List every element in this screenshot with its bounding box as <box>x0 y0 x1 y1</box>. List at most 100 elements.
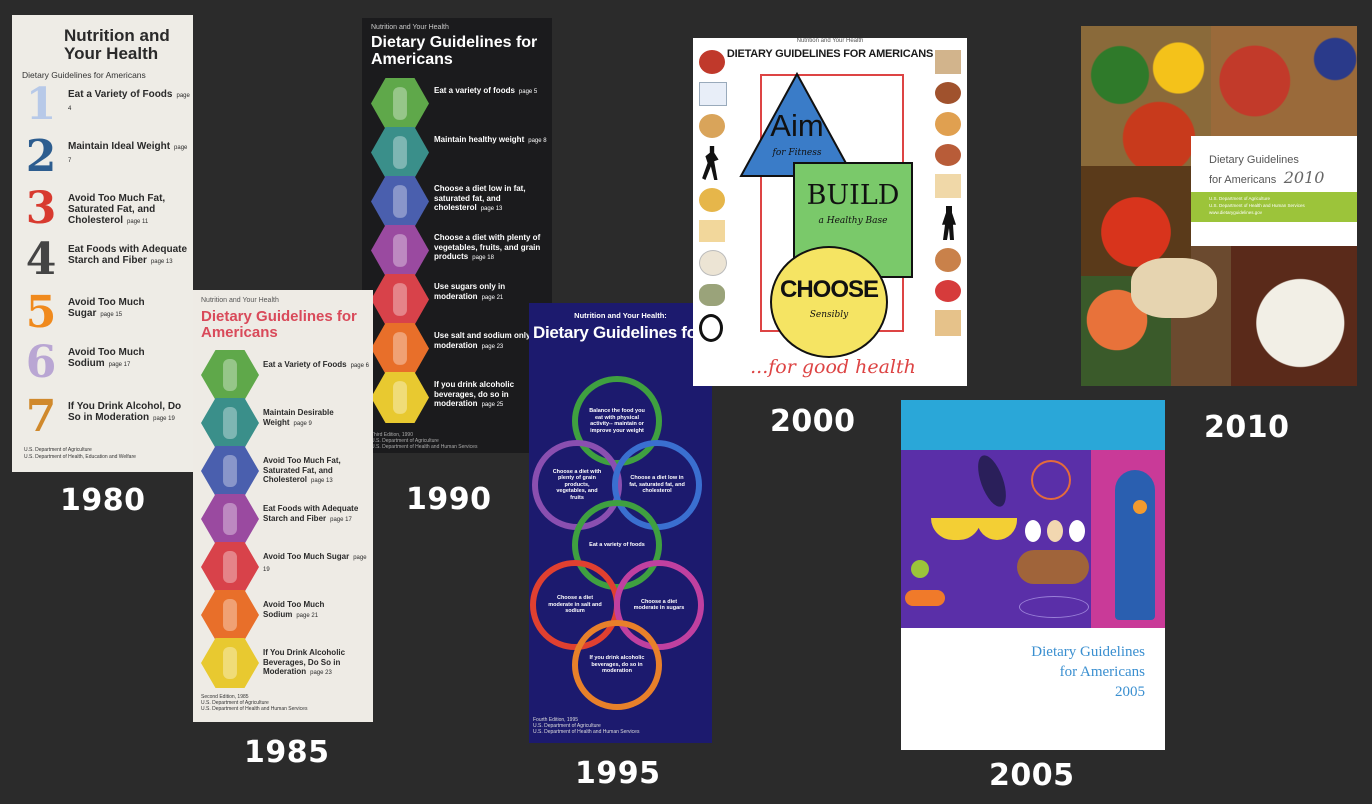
cover-1995: Nutrition and Your Health: Dietary Guide… <box>529 303 712 743</box>
guideline-page: page 19 <box>153 416 175 422</box>
cover-1985: Nutrition and Your Health Dietary Guidel… <box>193 290 373 722</box>
cover-2005-title-line2: for Americans <box>1059 664 1145 680</box>
carrot-icon <box>905 590 945 606</box>
guideline-page: page 8 <box>528 138 547 144</box>
food-icon <box>699 82 727 106</box>
cover-2005-title-line3: 2005 <box>1115 684 1145 700</box>
ring-text: Choose a diet moderate in salt and sodiu… <box>548 595 602 615</box>
guideline-label: Eat a variety of foods <box>434 86 515 95</box>
hexagon-shape <box>371 176 429 227</box>
wheelchair-icon <box>699 314 723 342</box>
guideline-text: If You Drink Alcohol, Do So in Moderatio… <box>68 401 192 425</box>
guideline-text: Use sugars only in moderation page 21 <box>434 282 549 303</box>
hexagon-shape <box>201 446 259 496</box>
cover-1985-footer: Second Edition, 1985 U.S. Department of … <box>201 694 307 712</box>
cover-2010-label-panel: Dietary Guidelines for Americans 2010 U.… <box>1191 136 1357 246</box>
cover-1995-rings: Balance the food you eat with physical a… <box>530 376 704 710</box>
cover-2000-tagline: ...for good health <box>750 356 916 378</box>
guideline-label: Use salt and sodium only in moderation <box>434 331 540 350</box>
cover-1980: Nutrition and Your Health Dietary Guidel… <box>12 15 193 472</box>
food-icon <box>935 280 961 302</box>
cover-2000-title: DIETARY GUIDELINES FOR AMERICANS <box>726 48 934 60</box>
cover-1985-footer-line2: U.S. Department of Agriculture <box>201 700 269 706</box>
hexagon-inner <box>223 359 237 391</box>
guideline-number: 5 <box>25 287 57 338</box>
hexagon-inner <box>223 407 237 439</box>
food-photo-strip-left <box>697 44 731 384</box>
cover-1985-footer-line3: U.S. Department of Health and Human Serv… <box>201 706 308 712</box>
cover-1990-footer-line1: Third Edition, 1990 <box>371 432 413 438</box>
guideline-page: page 9 <box>293 420 312 427</box>
guideline-label: If You Drink Alcohol, Do So in Moderatio… <box>68 401 182 423</box>
guideline-text: Eat Foods with Adequate Starch and Fiber… <box>68 244 192 268</box>
guideline-page: page 17 <box>108 362 131 368</box>
cover-2005-title-line1: Dietary Guidelines <box>1031 644 1145 660</box>
guideline-page: page 4 <box>68 93 190 112</box>
hexagon-inner <box>223 647 237 679</box>
cover-1985-hex-stack <box>201 350 259 688</box>
food-icon <box>935 82 961 104</box>
cover-2010-year: 2010 <box>1283 168 1325 187</box>
guideline-label: Maintain Desirable Weight <box>263 408 334 427</box>
guideline-text: Eat a Variety of Foods page 4 <box>68 89 192 115</box>
guideline-page: page 17 <box>330 516 352 523</box>
build-label: BUILD <box>806 180 900 211</box>
cover-1990-title: Dietary Guidelines for Americans <box>371 34 538 68</box>
guideline-text: If you drink alcoholic beverages, do so … <box>434 380 549 411</box>
hexagon-shape <box>371 372 429 423</box>
cover-1990-footer-line2: U.S. Department of Agriculture <box>371 438 439 444</box>
hexagon-inner <box>393 87 407 120</box>
guideline-page: page 21 <box>296 612 319 619</box>
hexagon-inner <box>393 136 407 169</box>
hexagon-shape <box>371 225 429 276</box>
guideline-label: Eat Foods with Adequate Starch and Fiber <box>263 504 359 523</box>
ring-text: Choose a diet low in fat, saturated fat,… <box>629 475 685 495</box>
choose-circle <box>770 246 888 358</box>
aim-sub-label: for Fitness <box>772 148 822 158</box>
cover-2010-dept1: U.S. Department of Agriculture <box>1209 196 1271 201</box>
cover-1980-title: Nutrition and Your Health <box>64 26 170 63</box>
guideline-item: 7 If You Drink Alcohol, Do So in Moderati… <box>22 393 192 445</box>
guideline-page: page 13 <box>150 259 173 265</box>
cover-2010-title-line1: Dietary Guidelines <box>1209 154 1299 166</box>
guideline-label: Avoid Too Much Fat, Saturated Fat, and C… <box>68 193 166 226</box>
ring-text: Choose a diet moderate in sugars <box>633 598 685 612</box>
guideline-ring <box>572 620 662 710</box>
cover-1995-footer-line2: U.S. Department of Agriculture <box>533 723 601 729</box>
guideline-label: Avoid Too Much Sodium <box>68 347 145 369</box>
food-icon <box>935 310 961 336</box>
guideline-number: 2 <box>25 131 57 182</box>
hexagon-inner <box>393 332 407 365</box>
guideline-ring <box>572 500 662 590</box>
runner-icon <box>702 146 719 180</box>
cover-1995-footer: Fourth Edition, 1995 U.S. Department of … <box>533 717 639 735</box>
guideline-label: Avoid Too Much Sugar <box>68 297 145 319</box>
food-icon <box>699 250 727 276</box>
year-label-2005: 2005 <box>989 758 1075 793</box>
banana-icon <box>977 518 1017 540</box>
cover-2005-top-band <box>901 400 1165 450</box>
cover-1980-footer-line2: U.S. Department of Health, Education and… <box>24 454 136 460</box>
guideline-page: page 15 <box>100 312 123 318</box>
year-label-1995: 1995 <box>575 756 661 791</box>
hexagon-shape <box>201 590 259 640</box>
choose-label: CHOOSE <box>779 276 879 303</box>
food-icon <box>699 284 725 306</box>
guideline-text: Avoid Too Much Fat, Saturated Fat, and C… <box>263 456 371 487</box>
vegetable-photo <box>1081 26 1211 166</box>
guideline-page: page 6 <box>350 363 369 369</box>
guideline-page: page 18 <box>472 255 494 261</box>
aim-label: Aim <box>770 108 824 143</box>
cover-2010-green-band: U.S. Department of Agriculture U.S. Depa… <box>1191 192 1357 222</box>
hexagon-inner <box>393 283 407 316</box>
hexagon-shape <box>371 323 429 374</box>
food-icon <box>699 50 725 74</box>
year-label-2010: 2010 <box>1204 410 1290 445</box>
food-icon <box>699 114 725 138</box>
guideline-text: Avoid Too Much Sodium page 17 <box>68 347 192 371</box>
food-icon <box>935 144 961 166</box>
guideline-page: page 7 <box>68 145 188 164</box>
guideline-label: If you drink alcoholic beverages, do so … <box>434 380 515 408</box>
food-icon <box>699 220 725 242</box>
cover-1990-footer-line3: U.S. Department of Health and Human Serv… <box>371 444 478 450</box>
